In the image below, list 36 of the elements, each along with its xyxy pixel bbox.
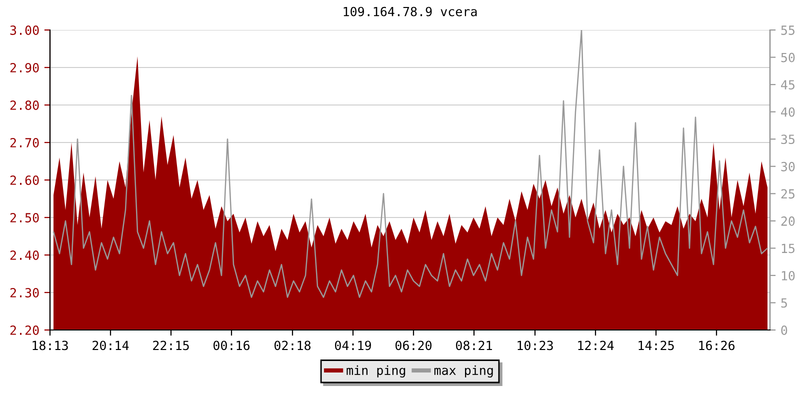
- legend-label: max ping: [434, 365, 493, 378]
- y2-tick-label: 5: [781, 298, 787, 308]
- y2-tick-label: 0: [781, 326, 788, 335]
- x-tick-label: 14:25: [638, 340, 674, 350]
- y-tick-label: 2.60: [10, 176, 39, 185]
- y-tick-label: 2.70: [10, 138, 39, 148]
- x-tick-label: 06:20: [396, 340, 432, 350]
- y-tick-label: 2.80: [10, 100, 39, 110]
- y2-tick-label: 45: [781, 80, 794, 90]
- y-tick-label: 2.20: [10, 326, 39, 335]
- y2-tick-label: 30: [781, 162, 795, 172]
- y2-tick-label: 10: [782, 270, 795, 280]
- y-tick-label: 2.90: [10, 63, 39, 72]
- y2-tick-label: 25: [781, 189, 794, 199]
- x-tick-label: 22:15: [153, 340, 189, 350]
- y-tick-label: 2.30: [10, 288, 39, 298]
- x-tick-label: 16:26: [699, 340, 735, 350]
- y2-tick-label: 40: [781, 107, 795, 117]
- x-tick-label: 10:23: [518, 340, 553, 350]
- y2-tick-label: 50: [781, 52, 795, 62]
- x-tick-label: 20:14: [92, 340, 129, 350]
- y-tick-label: 2.50: [10, 213, 39, 222]
- y2-tick-label: 15: [782, 244, 794, 254]
- y2-tick-label: 35: [781, 134, 794, 144]
- x-tick-label: 08:21: [456, 340, 492, 350]
- x-tick-label: 12:24: [578, 340, 614, 350]
- chart-title: 109.164.78.9 vcera: [344, 6, 477, 16]
- x-tick-label: 04:19: [335, 340, 371, 350]
- y-tick-label: 3.00: [10, 26, 39, 35]
- x-tick-label: 00:16: [214, 340, 250, 350]
- y2-tick-label: 55: [781, 26, 794, 35]
- y-tick-label: 2.40: [10, 250, 39, 260]
- legend-label: min ping: [346, 365, 406, 378]
- y2-tick-label: 20: [781, 216, 795, 226]
- x-tick-label: 18:13: [32, 340, 68, 350]
- x-tick-label: 02:18: [274, 340, 311, 350]
